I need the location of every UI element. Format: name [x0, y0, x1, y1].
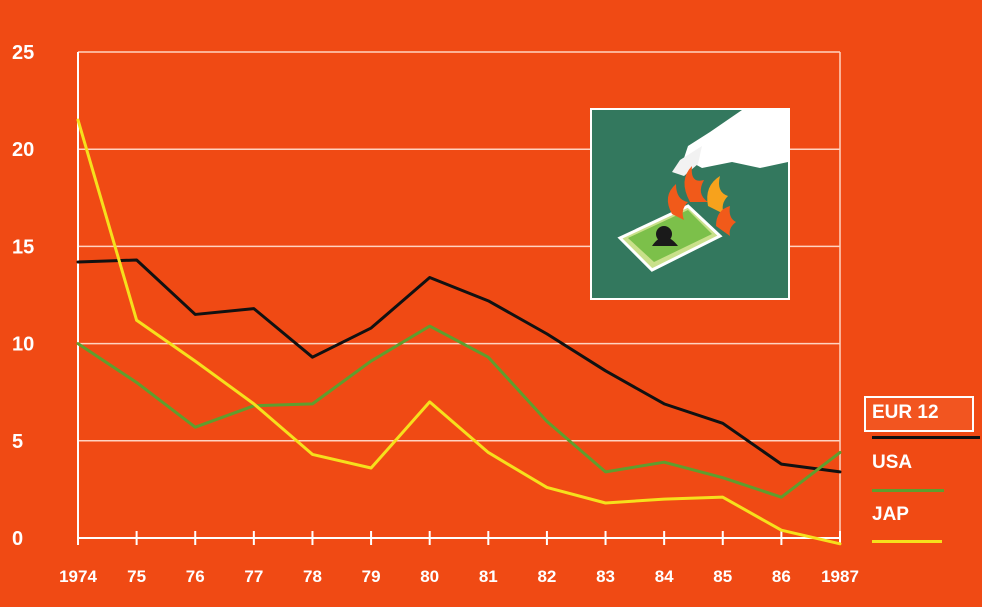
x-tick-label-79: 79 — [362, 567, 381, 586]
x-tick-label-1987: 1987 — [821, 567, 859, 586]
y-tick-label-20: 20 — [12, 139, 34, 161]
tick-labels: 0 5 10 15 20 25 1974 75 76 77 78 79 80 81 82 83 84 85 86 19… — [12, 42, 859, 586]
x-tick-label-86: 86 — [772, 567, 791, 586]
x-tick-label-81: 81 — [479, 567, 498, 586]
x-tick-label-78: 78 — [303, 567, 322, 586]
x-tick-label-76: 76 — [186, 567, 205, 586]
x-tick-label-75: 75 — [127, 567, 146, 586]
burning-banknote-illustration — [590, 108, 790, 300]
legend-line-usa — [872, 489, 944, 492]
legend-label-jap: JAP — [872, 504, 909, 525]
series-lines — [76, 118, 842, 546]
legend-label-eur: EUR 12 — [872, 402, 939, 423]
x-tick-label-1974: 1974 — [59, 567, 97, 586]
legend-eur-box — [864, 396, 974, 432]
series-line-eur-12 — [76, 258, 842, 474]
legend-label-usa: USA — [872, 452, 913, 473]
y-tick-label-10: 10 — [12, 334, 34, 356]
legend-line-eur — [872, 436, 980, 439]
x-tick-label-80: 80 — [420, 567, 439, 586]
legend-line-jap — [872, 540, 942, 543]
x-tick-label-85: 85 — [713, 567, 732, 586]
series-line-usa — [76, 324, 842, 499]
x-tick-label-82: 82 — [537, 567, 556, 586]
y-tick-label-0: 0 — [12, 528, 23, 550]
x-tick-label-84: 84 — [655, 567, 674, 586]
axes — [77, 52, 841, 545]
y-tick-label-5: 5 — [12, 431, 23, 453]
burning-banknote-icon — [617, 110, 788, 272]
y-tick-label-15: 15 — [12, 236, 34, 258]
x-tick-label-83: 83 — [596, 567, 615, 586]
series-line-jap — [76, 118, 842, 546]
y-tick-label-25: 25 — [12, 42, 34, 64]
x-tick-label-77: 77 — [244, 567, 263, 586]
